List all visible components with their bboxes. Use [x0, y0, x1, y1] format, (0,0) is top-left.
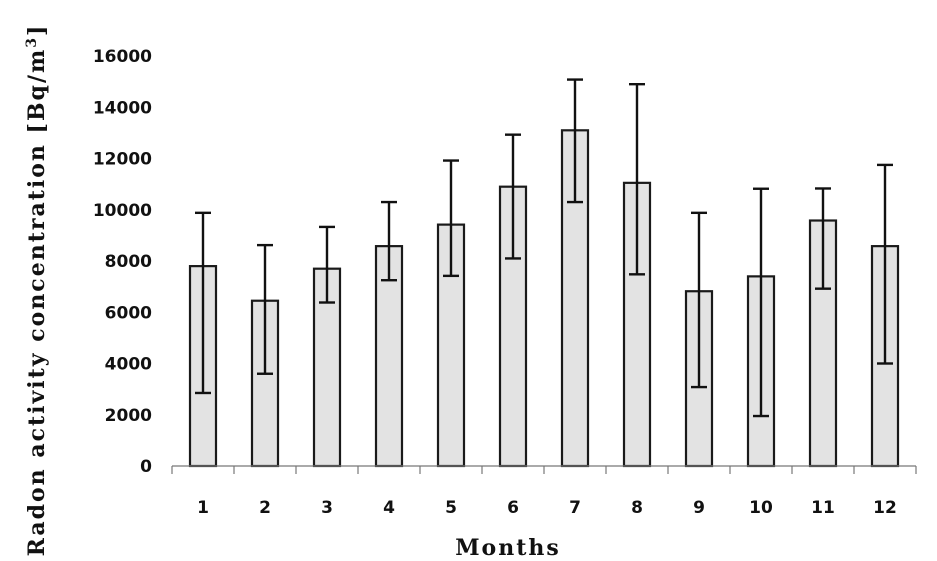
y-axis-title-superscript: 3 [24, 36, 40, 48]
x-tick-label: 7 [569, 498, 581, 518]
error-bar [443, 159, 459, 278]
y-axis-title-end: ] [24, 24, 50, 36]
y-tick-label: 12000 [93, 150, 152, 170]
x-tick-label: 4 [383, 498, 395, 518]
error-bar [505, 133, 521, 260]
y-tick-label: 8000 [105, 252, 152, 272]
x-tick-label: 10 [749, 498, 773, 518]
error-bars [195, 78, 893, 418]
error-bar [753, 187, 769, 418]
error-bar [877, 163, 893, 365]
y-tick-label: 14000 [93, 98, 152, 118]
error-bar [567, 78, 583, 204]
y-tick-label: 6000 [105, 303, 152, 323]
error-bar [319, 225, 335, 304]
y-axis-title-main: Radon activity concentration [Bq/m [24, 48, 50, 557]
x-tick-label: 2 [259, 498, 271, 518]
y-axis-title: Radon activity concentration [Bq/m3] [24, 24, 50, 557]
x-tick-label: 1 [197, 498, 209, 518]
y-tick-label: 4000 [105, 355, 152, 375]
x-tick-label: 3 [321, 498, 333, 518]
error-bar [691, 211, 707, 389]
y-axis-ticks: 0 2000 4000 6000 8000 10000 12000 14000 16000 [93, 47, 152, 477]
x-axis-title: Months [455, 535, 561, 561]
y-tick-label: 0 [140, 457, 152, 477]
error-bar [629, 82, 645, 276]
x-axis [171, 465, 917, 474]
x-tick-label: 5 [445, 498, 457, 518]
x-tick-label: 6 [507, 498, 519, 518]
y-tick-label: 2000 [105, 406, 152, 426]
error-bar [257, 243, 273, 375]
error-bar [815, 187, 831, 290]
y-tick-label: 16000 [93, 47, 152, 67]
bar [374, 245, 404, 468]
error-bar [381, 200, 397, 282]
x-tick-label: 12 [873, 498, 897, 518]
y-tick-label: 10000 [93, 201, 152, 221]
x-tick-label: 11 [811, 498, 835, 518]
x-tick-label: 8 [631, 498, 643, 518]
x-axis-ticks: 1 2 3 4 5 6 7 8 9 10 11 12 [197, 498, 897, 518]
bars [188, 129, 900, 468]
error-bar [195, 211, 211, 395]
x-tick-label: 9 [693, 498, 705, 518]
